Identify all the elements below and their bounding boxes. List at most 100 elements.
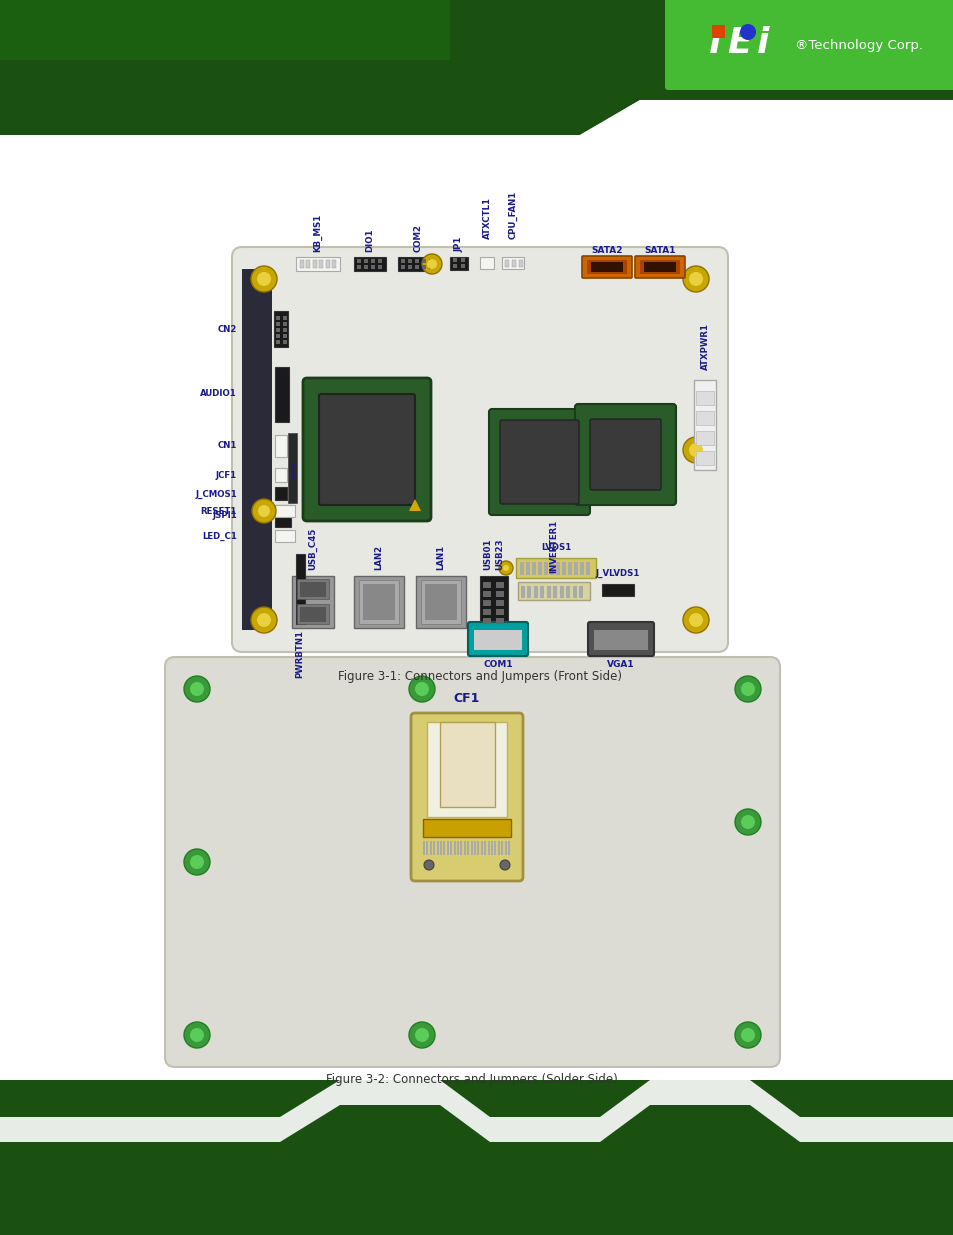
Bar xyxy=(482,582,491,588)
Circle shape xyxy=(421,254,441,274)
Text: CF1: CF1 xyxy=(454,692,479,705)
Bar xyxy=(586,261,626,274)
Bar xyxy=(501,257,523,269)
Bar xyxy=(543,562,547,576)
Bar xyxy=(488,490,493,500)
Circle shape xyxy=(740,682,754,697)
Bar xyxy=(512,261,516,267)
Text: ATXCTL1: ATXCTL1 xyxy=(482,198,491,240)
Bar xyxy=(532,562,536,576)
Bar xyxy=(274,311,288,347)
Bar xyxy=(467,841,469,855)
Text: J_VLVDS1: J_VLVDS1 xyxy=(596,569,639,578)
Bar xyxy=(590,262,622,272)
Bar xyxy=(415,266,418,269)
Bar xyxy=(479,257,494,269)
Bar xyxy=(696,391,713,405)
Bar xyxy=(453,258,456,262)
FancyBboxPatch shape xyxy=(232,247,727,652)
Polygon shape xyxy=(0,0,953,135)
FancyBboxPatch shape xyxy=(489,409,589,515)
Bar xyxy=(470,841,472,855)
Bar xyxy=(525,562,530,576)
Circle shape xyxy=(190,1028,204,1042)
Circle shape xyxy=(415,682,429,697)
Bar xyxy=(456,841,458,855)
Bar xyxy=(484,841,486,855)
Bar xyxy=(296,579,329,599)
Circle shape xyxy=(252,499,275,522)
Bar xyxy=(482,592,491,597)
Text: SATA2: SATA2 xyxy=(591,246,622,254)
Text: USB23: USB23 xyxy=(495,538,504,571)
Bar xyxy=(377,266,381,269)
Bar xyxy=(474,841,476,855)
Bar xyxy=(354,257,386,270)
Bar xyxy=(354,576,403,629)
Circle shape xyxy=(502,564,509,571)
Bar xyxy=(482,609,491,615)
Bar xyxy=(443,841,445,855)
Bar xyxy=(496,609,503,615)
Bar xyxy=(546,585,551,598)
Circle shape xyxy=(682,266,708,291)
FancyBboxPatch shape xyxy=(499,420,578,504)
Bar xyxy=(292,576,334,629)
Bar xyxy=(476,841,479,855)
Bar xyxy=(439,722,495,806)
Polygon shape xyxy=(0,0,450,61)
FancyBboxPatch shape xyxy=(411,713,522,881)
Bar xyxy=(519,562,523,576)
Bar xyxy=(274,367,289,422)
Text: AUDIO1: AUDIO1 xyxy=(200,389,236,399)
FancyBboxPatch shape xyxy=(318,394,415,505)
Circle shape xyxy=(734,676,760,701)
Text: SAT1: SAT1 xyxy=(292,461,296,478)
Bar xyxy=(504,261,509,267)
Bar xyxy=(496,600,503,606)
Bar xyxy=(274,468,287,482)
Text: USB01: USB01 xyxy=(483,538,492,571)
Bar xyxy=(313,261,316,268)
Bar xyxy=(275,329,280,332)
Bar xyxy=(507,841,510,855)
Bar xyxy=(520,585,524,598)
Text: i: i xyxy=(708,26,720,61)
Circle shape xyxy=(415,1028,429,1042)
Bar xyxy=(283,316,287,320)
Bar xyxy=(550,562,554,576)
Text: CN2: CN2 xyxy=(217,325,236,333)
Bar xyxy=(299,261,304,268)
Bar xyxy=(450,257,468,270)
Bar xyxy=(408,259,412,263)
Bar xyxy=(364,259,368,263)
Bar xyxy=(433,841,435,855)
Text: JP1: JP1 xyxy=(454,237,463,252)
Bar xyxy=(275,340,280,345)
Bar xyxy=(578,585,583,598)
Circle shape xyxy=(688,613,702,627)
Bar xyxy=(594,630,647,650)
FancyBboxPatch shape xyxy=(575,404,676,505)
Bar xyxy=(488,436,493,446)
Text: Figure 3-1: Connectors and Jumpers (Front Side): Figure 3-1: Connectors and Jumpers (Fron… xyxy=(337,671,621,683)
Circle shape xyxy=(682,437,708,463)
Circle shape xyxy=(256,272,271,287)
Bar xyxy=(527,585,531,598)
Text: VGA1: VGA1 xyxy=(606,659,634,669)
Bar xyxy=(430,841,432,855)
Bar xyxy=(488,454,493,464)
Bar xyxy=(364,266,368,269)
Bar xyxy=(274,505,294,517)
Bar xyxy=(585,490,590,500)
Bar xyxy=(693,380,716,471)
Circle shape xyxy=(423,860,434,869)
Bar xyxy=(275,333,280,338)
Circle shape xyxy=(409,1023,435,1049)
Bar xyxy=(439,841,441,855)
Bar xyxy=(534,585,537,598)
Bar xyxy=(556,562,559,576)
FancyBboxPatch shape xyxy=(468,622,527,656)
Text: ®Technology Corp.: ®Technology Corp. xyxy=(794,38,923,52)
Bar xyxy=(295,257,339,270)
